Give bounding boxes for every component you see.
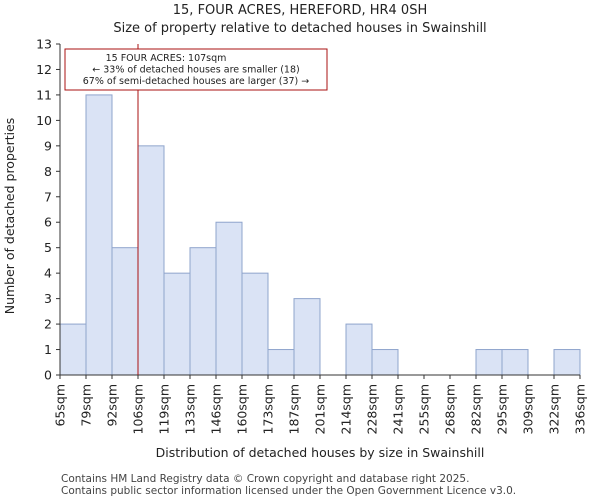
annotation-title: 15 FOUR ACRES: 107sqm [106, 53, 227, 64]
y-tick-label: 11 [36, 87, 52, 102]
x-tick-label: 336sqm [573, 384, 588, 434]
x-tick-label: 160sqm [235, 384, 250, 434]
histogram-bar [137, 145, 165, 376]
histogram-bar [267, 349, 295, 376]
x-tick-label: 187sqm [287, 384, 302, 434]
y-tick-label: 0 [44, 368, 52, 383]
y-tick-label: 6 [44, 215, 52, 230]
x-axis-label: Distribution of detached houses by size … [156, 445, 485, 460]
histogram-bar [85, 94, 113, 376]
chart-subtitle: Size of property relative to detached ho… [113, 21, 487, 36]
y-tick-label: 13 [36, 37, 52, 52]
x-tick-label: 228sqm [365, 384, 380, 434]
annotation-box [64, 48, 328, 91]
x-tick-label: 322sqm [547, 384, 562, 434]
histogram-bar [475, 349, 503, 376]
y-tick-label: 1 [44, 342, 52, 357]
chart-title: 15, FOUR ACRES, HEREFORD, HR4 0SH [172, 3, 428, 18]
x-tick-label: 255sqm [417, 384, 432, 434]
x-tick-label: 119sqm [157, 384, 172, 434]
histogram-bar [111, 247, 139, 376]
y-tick-label: 8 [44, 164, 52, 179]
y-tick-label: 12 [36, 62, 52, 77]
y-tick-label: 10 [36, 113, 52, 128]
x-tick-label: 106sqm [131, 384, 146, 434]
histogram-bar [163, 272, 191, 376]
footer-licence: Contains public sector information licen… [61, 485, 517, 497]
x-tick-label: 309sqm [521, 384, 536, 434]
histogram-bar [345, 323, 373, 376]
y-tick-label: 3 [44, 291, 52, 306]
y-tick-label: 4 [44, 266, 52, 281]
y-axis-label: Number of detached properties [2, 118, 17, 315]
annotation-smaller: ← 33% of detached houses are smaller (18… [92, 65, 299, 76]
y-tick-label: 2 [44, 317, 52, 332]
annotation-larger: 67% of semi-detached houses are larger (… [83, 76, 310, 87]
histogram-bar [553, 349, 581, 376]
histogram-bar [241, 272, 269, 376]
histogram-bar [215, 221, 243, 376]
x-tick-label: 214sqm [339, 384, 354, 434]
histogram-bar [293, 298, 321, 376]
x-tick-label: 295sqm [495, 384, 510, 434]
x-tick-label: 92sqm [105, 384, 120, 427]
x-tick-label: 201sqm [313, 384, 328, 434]
x-tick-label: 65sqm [53, 384, 68, 427]
y-tick-label: 9 [44, 138, 52, 153]
x-tick-label: 173sqm [261, 384, 276, 434]
x-tick-label: 146sqm [209, 384, 224, 434]
y-tick-label: 5 [44, 240, 52, 255]
x-tick-label: 241sqm [391, 384, 406, 434]
x-tick-label: 133sqm [183, 384, 198, 434]
x-tick-label: 268sqm [443, 384, 458, 434]
x-tick-label: 79sqm [79, 384, 94, 427]
histogram-bar [371, 349, 399, 376]
histogram-bar [189, 247, 217, 376]
histogram-bar [59, 323, 87, 376]
x-tick-label: 282sqm [469, 384, 484, 434]
histogram-bar [501, 349, 529, 376]
y-tick-label: 7 [44, 189, 52, 204]
footer-copyright: Contains HM Land Registry data © Crown c… [61, 473, 470, 485]
